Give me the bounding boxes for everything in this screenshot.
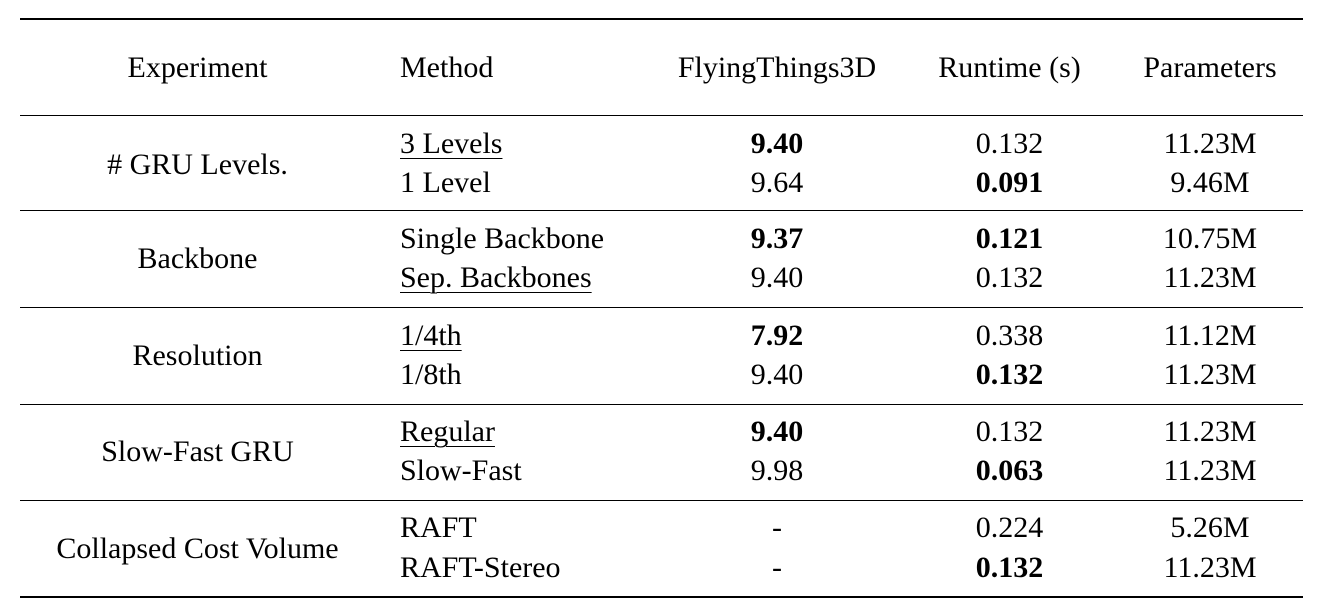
table-top-rule	[20, 18, 1303, 20]
method-cell: 1/8th	[400, 358, 462, 391]
header-runtime: Runtime (s)	[938, 51, 1081, 84]
runtime-cell: 0.132	[975, 358, 1044, 391]
method-cell: 3 Levels	[400, 127, 503, 160]
parameters-cell: 11.23M	[1163, 415, 1257, 448]
header-flyingthings: FlyingThings3D	[677, 51, 877, 84]
group-experiment: Slow-Fast GRU	[101, 435, 294, 468]
flyingthings-cell: -	[772, 551, 782, 584]
header-method: Method	[400, 51, 494, 84]
flyingthings-cell: 9.37	[750, 222, 804, 255]
header-rule	[20, 115, 1303, 116]
table-bottom-rule	[20, 596, 1303, 598]
flyingthings-cell: -	[772, 511, 782, 544]
runtime-cell: 0.132	[975, 127, 1044, 160]
method-cell: RAFT-Stereo	[400, 551, 561, 584]
method-cell: RAFT	[400, 511, 477, 544]
group-experiment: Collapsed Cost Volume	[56, 532, 339, 565]
flyingthings-cell: 9.40	[750, 127, 804, 160]
group-experiment: Resolution	[132, 339, 263, 372]
runtime-cell: 0.132	[975, 261, 1044, 294]
parameters-cell: 11.23M	[1163, 261, 1257, 294]
parameters-cell: 9.46M	[1170, 166, 1250, 199]
runtime-cell: 0.338	[975, 319, 1044, 352]
group-experiment: Backbone	[137, 242, 258, 275]
method-cell: Slow-Fast	[400, 454, 522, 487]
flyingthings-cell: 9.64	[750, 166, 804, 199]
runtime-cell: 0.132	[975, 415, 1044, 448]
method-cell: 1 Level	[400, 166, 491, 199]
group-rule	[20, 210, 1303, 211]
method-cell: 1/4th	[400, 319, 462, 352]
parameters-cell: 11.23M	[1163, 358, 1257, 391]
method-cell: Single Backbone	[400, 222, 605, 255]
runtime-cell: 0.224	[975, 511, 1044, 544]
group-rule	[20, 404, 1303, 405]
header-parameters: Parameters	[1143, 51, 1277, 84]
flyingthings-cell: 9.40	[750, 358, 804, 391]
runtime-cell: 0.121	[975, 222, 1044, 255]
header-experiment: Experiment	[127, 51, 268, 84]
flyingthings-cell: 7.92	[750, 319, 804, 352]
flyingthings-cell: 9.40	[750, 415, 804, 448]
method-cell: Regular	[400, 415, 495, 448]
method-cell: Sep. Backbones	[400, 261, 592, 294]
parameters-cell: 11.23M	[1163, 551, 1257, 584]
parameters-cell: 11.23M	[1163, 127, 1257, 160]
group-rule	[20, 307, 1303, 308]
flyingthings-cell: 9.98	[750, 454, 804, 487]
parameters-cell: 11.23M	[1163, 454, 1257, 487]
runtime-cell: 0.091	[975, 166, 1044, 199]
group-experiment: # GRU Levels.	[107, 148, 288, 181]
runtime-cell: 0.063	[975, 454, 1044, 487]
runtime-cell: 0.132	[975, 551, 1044, 584]
group-rule	[20, 500, 1303, 501]
parameters-cell: 11.12M	[1163, 319, 1257, 352]
flyingthings-cell: 9.40	[750, 261, 804, 294]
parameters-cell: 10.75M	[1162, 222, 1258, 255]
parameters-cell: 5.26M	[1170, 511, 1250, 544]
